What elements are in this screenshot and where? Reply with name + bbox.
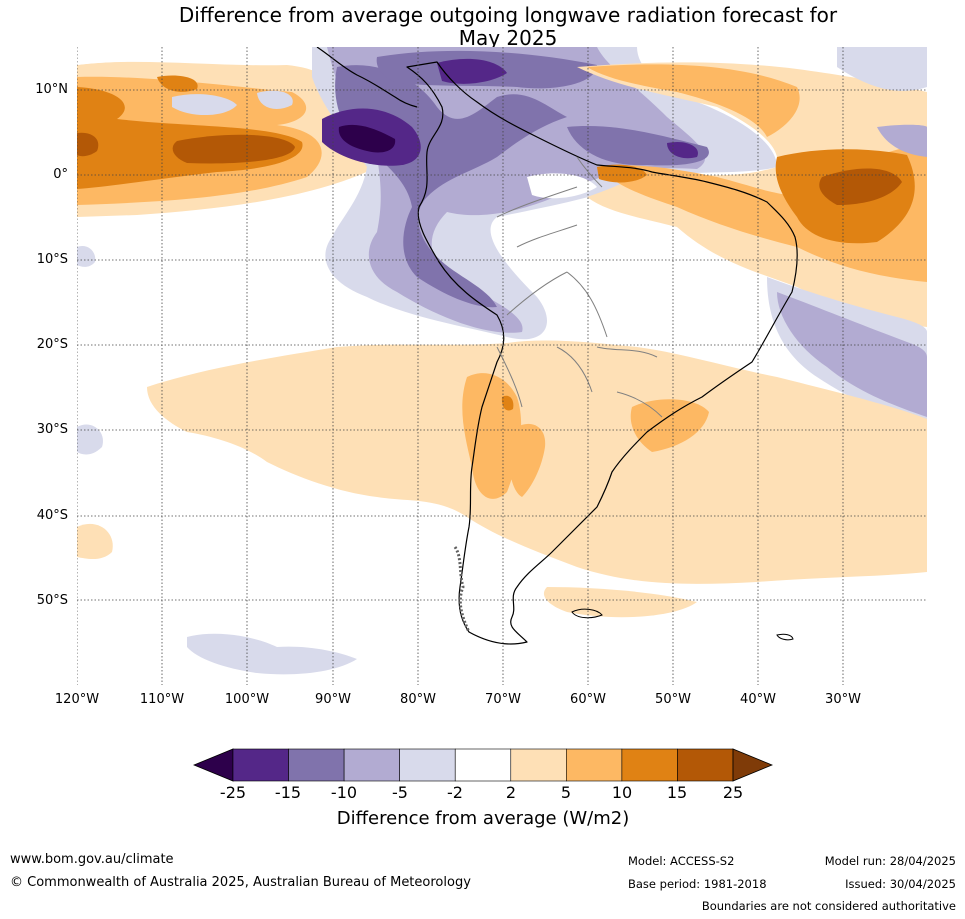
colorbar-segment: [677, 748, 734, 782]
contour-neg-2-ne-corner: [837, 47, 927, 91]
lon-label-90w: 90°W: [315, 692, 351, 707]
footer-issued: Issued: 30/04/2025: [845, 877, 956, 891]
contour-neg-10-e: [567, 126, 709, 166]
colorbar-tick: -10: [330, 783, 358, 802]
colorbar-tick: 25: [722, 783, 744, 802]
contour-pos-5-urug: [630, 399, 709, 452]
contour-pos-10-amap: [597, 164, 647, 183]
south-georgia: [776, 633, 794, 641]
contour-neg-25-core: [338, 124, 396, 153]
colorbar-extend-low: [193, 748, 234, 782]
colorbar-tick: 10: [611, 783, 633, 802]
contour-pos-5-arg2: [508, 423, 546, 497]
contour-neg-15-ne: [437, 58, 507, 84]
contour-pos-10-arg: [501, 395, 514, 411]
contour-pos-5-atl: [587, 64, 800, 137]
falkland-islands: [571, 608, 603, 619]
title-line-1: Difference from average outgoing longwav…: [178, 3, 838, 27]
lat-label-50s: 50°S: [36, 593, 68, 608]
contour-neg-5-seatl: [777, 292, 927, 417]
anomaly-map: [77, 47, 927, 685]
gridlines: [77, 47, 927, 685]
contour-pos-2-south2: [77, 523, 113, 560]
lat-label-40s: 40°S: [36, 508, 68, 523]
lon-label-50w: 50°W: [655, 692, 691, 707]
lon-label-110w: 110°W: [139, 692, 185, 707]
footer-base-period: Base period: 1981-2018: [628, 877, 767, 891]
footer-url[interactable]: www.bom.gov.au/climate: [10, 852, 174, 867]
lon-label-30w: 30°W: [825, 692, 861, 707]
lon-label-60w: 60°W: [570, 692, 606, 707]
contour-pos-5-n2: [157, 75, 198, 92]
colorbar-segment: [232, 748, 289, 782]
contour-white-amazon: [527, 173, 597, 199]
colorbar-segment: [454, 748, 512, 782]
colorbar-tick: -5: [392, 783, 408, 802]
colorbar-segment: [566, 748, 623, 782]
chart-title: Difference from average outgoing longwav…: [0, 4, 965, 50]
contour-pos-10-nw: [77, 87, 303, 189]
colorbar-tick: -2: [447, 783, 463, 802]
lon-label-40w: 40°W: [740, 692, 776, 707]
colorbar-tick: 2: [505, 783, 517, 802]
colorbar-label: Difference from average (W/m2): [336, 808, 630, 829]
contour-neg-2-n: [172, 94, 237, 116]
contour-pos-15-atl: [819, 168, 902, 205]
footer-model-run: Model run: 28/04/2025: [824, 854, 956, 868]
lon-label-120w: 120°W: [54, 692, 100, 707]
contour-white-n: [77, 47, 337, 65]
colorbar-extend-high: [732, 748, 773, 782]
colorbar: [193, 748, 773, 782]
footer-disclaimer: Boundaries are not considered authoritat…: [701, 899, 956, 913]
colorbar-tick: -25: [219, 783, 247, 802]
colorbar-segment: [343, 748, 400, 782]
lat-label-20s: 20°S: [36, 337, 68, 352]
coastline-south-america: [406, 61, 798, 645]
colorbar-tick: 5: [560, 783, 572, 802]
colorbar-segment: [288, 748, 345, 782]
country-borders: [496, 156, 663, 418]
contour-neg-2-sw: [77, 424, 103, 455]
lat-label-30s: 30°S: [36, 422, 68, 437]
colorbar-segment: [510, 748, 567, 782]
lat-label-0: 0°: [53, 167, 68, 182]
footer-copyright: © Commonwealth of Australia 2025, Austra…: [10, 875, 471, 890]
lon-label-100w: 100°W: [224, 692, 270, 707]
footer-model: Model: ACCESS-S2: [628, 854, 735, 868]
contour-neg-2-n2: [257, 90, 293, 109]
lon-label-70w: 70°W: [485, 692, 521, 707]
colorbar-tick: 15: [666, 783, 688, 802]
lat-label-10s: 10°S: [36, 252, 68, 267]
colorbar-tick: -15: [274, 783, 302, 802]
contour-neg-2-sw2: [187, 633, 357, 675]
lon-label-80w: 80°W: [400, 692, 436, 707]
contour-neg-2-w: [77, 245, 96, 267]
title-line-2: May 2025: [458, 26, 558, 50]
map-panel: [77, 47, 927, 685]
chile-fjords: [453, 546, 471, 633]
lat-label-10n: 10°N: [35, 82, 68, 97]
contour-neg-15-e: [667, 141, 698, 159]
contour-pos-15-nw: [172, 134, 295, 164]
colorbar-segments: [193, 748, 773, 782]
contour-neg-5-ne-corner: [877, 124, 927, 157]
colorbar-segment: [399, 748, 456, 782]
colorbar-segment: [621, 748, 678, 782]
contour-pos-15-nw2: [77, 132, 99, 157]
coastline-central-america: [316, 47, 418, 108]
